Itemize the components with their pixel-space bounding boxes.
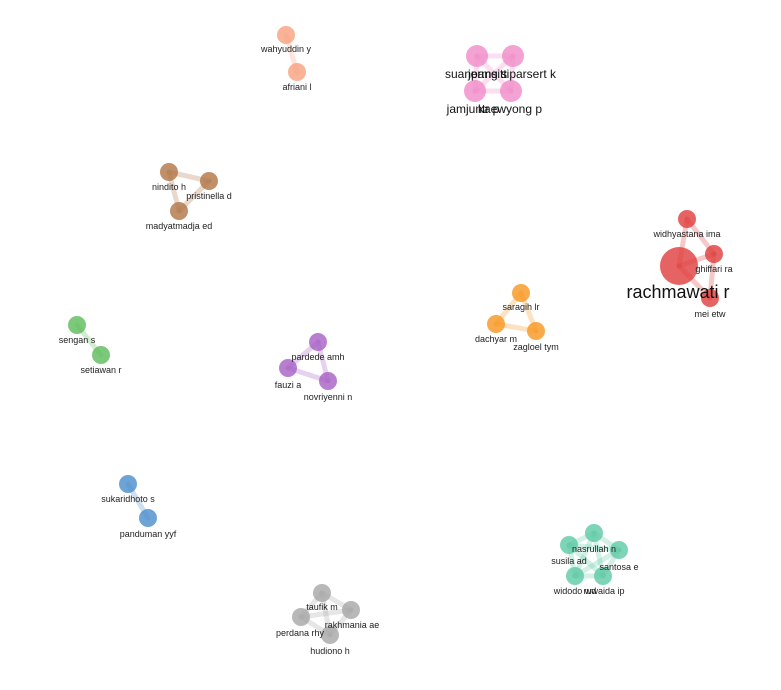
label-pristinella-d: pristinella d xyxy=(186,191,232,201)
label-mei-etw: mei etw xyxy=(694,309,726,319)
label-nasrullah-n: nasrullah n xyxy=(572,544,616,554)
node-jermsittiparsert-k xyxy=(502,45,524,67)
label-fauzi-a: fauzi a xyxy=(275,380,302,390)
node-susila-ad xyxy=(560,536,578,554)
label-widodo-wd: widodo wd xyxy=(553,586,597,596)
node-taufik-m xyxy=(313,584,331,602)
network-nodes xyxy=(68,26,723,644)
label-ghiffari-ra: ghiffari ra xyxy=(695,264,732,274)
label-taufik-m: taufik m xyxy=(306,602,338,612)
label-setiawan-r: setiawan r xyxy=(80,365,121,375)
node-sukaridhoto-s xyxy=(119,475,137,493)
label-madyatmadja-ed: madyatmadja ed xyxy=(146,221,213,231)
label-afriani-l: afriani l xyxy=(282,82,311,92)
label-susila-ad: susila ad xyxy=(551,556,587,566)
node-pardede-amh xyxy=(309,333,327,351)
node-rakhmania-ae xyxy=(342,601,360,619)
node-pristinella-d xyxy=(200,172,218,190)
node-saragih-lr xyxy=(512,284,530,302)
node-kaewyong-p xyxy=(500,80,522,102)
label-saragih-lr: saragih lr xyxy=(502,302,539,312)
node-setiawan-r xyxy=(92,346,110,364)
node-nindito-h xyxy=(160,163,178,181)
node-rachmawati-r xyxy=(660,247,698,285)
node-fauzi-a xyxy=(279,359,297,377)
label-nindito-h: nindito h xyxy=(152,182,186,192)
node-santosa-e xyxy=(610,541,628,559)
label-pardede-amh: pardede amh xyxy=(291,352,344,362)
label-hudiono-h: hudiono h xyxy=(310,646,350,656)
node-widhyastana-ima xyxy=(678,210,696,228)
node-suanpang-s xyxy=(466,45,488,67)
label-ruwaida-ip: ruwaida ip xyxy=(583,586,624,596)
node-dachyar-m xyxy=(487,315,505,333)
node-hudiono-h xyxy=(321,626,339,644)
label-sengan-s: sengan s xyxy=(59,335,96,345)
node-ruwaida-ip xyxy=(594,567,612,585)
node-afriani-l xyxy=(288,63,306,81)
node-zagloel-tym xyxy=(527,322,545,340)
label-kaewyong-p: kaewyong p xyxy=(478,102,542,116)
node-novriyenni-n xyxy=(319,372,337,390)
node-mei-etw xyxy=(701,289,719,307)
label-widhyastana-ima: widhyastana ima xyxy=(652,229,720,239)
label-jamjuntr-p: jamjuntr p xyxy=(446,102,500,116)
label-rachmawati-r: rachmawati r xyxy=(626,282,729,302)
label-dachyar-m: dachyar m xyxy=(475,334,517,344)
label-jermsittiparsert-k: jermsittiparsert k xyxy=(467,67,557,81)
label-wahyuddin-y: wahyuddin y xyxy=(260,44,312,54)
label-perdana-rhy: perdana rhy xyxy=(276,628,325,638)
label-suanpang-s: suanpang s xyxy=(445,67,507,81)
label-santosa-e: santosa e xyxy=(599,562,638,572)
node-madyatmadja-ed xyxy=(170,202,188,220)
node-sengan-s xyxy=(68,316,86,334)
node-wahyuddin-y xyxy=(277,26,295,44)
node-panduman-yyf xyxy=(139,509,157,527)
label-panduman-yyf: panduman yyf xyxy=(120,529,177,539)
node-ghiffari-ra xyxy=(705,245,723,263)
label-novriyenni-n: novriyenni n xyxy=(304,392,353,402)
node-jamjuntr-p xyxy=(464,80,486,102)
network-labels: wahyuddin y afriani l suanpang s jamjuntr p… xyxy=(59,44,733,656)
label-rakhmania-ae: rakhmania ae xyxy=(325,620,380,630)
node-perdana-rhy xyxy=(292,608,310,626)
node-widodo-wd xyxy=(566,567,584,585)
label-zagloel-tym: zagloel tym xyxy=(513,342,559,352)
node-nasrullah-n xyxy=(585,524,603,542)
label-sukaridhoto-s: sukaridhoto s xyxy=(101,494,155,504)
